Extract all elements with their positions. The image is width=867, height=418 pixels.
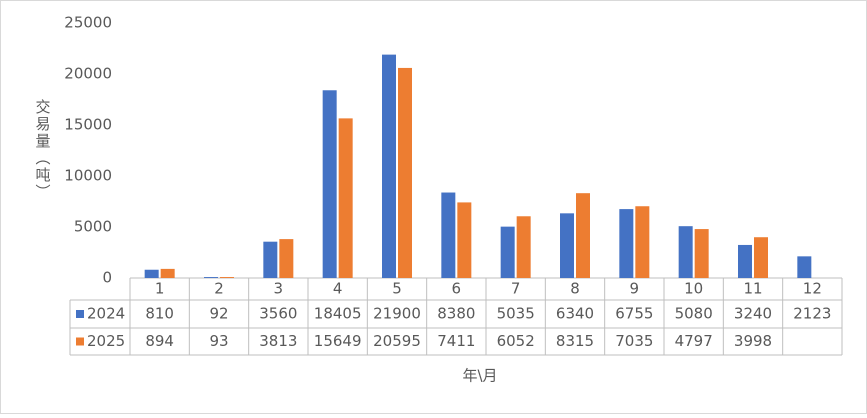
bar (204, 277, 218, 278)
bar (220, 277, 234, 278)
bar (694, 229, 709, 278)
x-tick-label: 2 (214, 280, 224, 298)
legend-key (76, 310, 84, 318)
legend-label: 2025 (87, 332, 125, 350)
bar (619, 209, 634, 278)
bar (516, 216, 531, 278)
table-value: 21900 (373, 305, 421, 323)
y-tick-label: 10000 (64, 167, 112, 185)
table-value: 3560 (259, 305, 297, 323)
bar (144, 269, 159, 278)
table-value: 810 (145, 305, 174, 323)
bar (441, 192, 456, 278)
bar (500, 226, 515, 278)
table-value: 894 (145, 332, 174, 350)
x-tick-label: 1 (155, 280, 165, 298)
x-tick-label: 8 (570, 280, 580, 298)
bar (160, 268, 175, 278)
legend-key (76, 337, 84, 346)
bar (576, 193, 590, 278)
table-value: 6340 (556, 305, 594, 323)
table-value: 8380 (437, 305, 475, 323)
bar (322, 90, 337, 278)
table-value: 4797 (675, 332, 713, 350)
table-value: 92 (209, 305, 228, 323)
table-value: 15649 (314, 332, 362, 350)
table-value: 2123 (793, 305, 831, 323)
table-value: 7411 (437, 332, 475, 350)
bar (754, 237, 768, 278)
table-value: 18405 (314, 305, 362, 323)
bar (678, 226, 693, 278)
bar (279, 239, 294, 278)
y-tick-label: 25000 (64, 14, 112, 32)
bar (797, 256, 812, 278)
table-value: 3813 (259, 332, 297, 350)
y-axis-title: 交易量（吨） (34, 98, 52, 201)
x-tick-label: 6 (452, 280, 462, 298)
table-value: 3240 (734, 305, 772, 323)
table-value: 8315 (556, 332, 594, 350)
bar (338, 118, 353, 278)
table-value: 5080 (675, 305, 713, 323)
table-value: 93 (209, 332, 228, 350)
bar (398, 67, 412, 278)
y-tick-label: 20000 (64, 65, 112, 83)
x-tick-label: 10 (684, 280, 703, 298)
bar (738, 244, 752, 278)
bar (560, 213, 574, 278)
bar (457, 202, 472, 278)
x-tick-label: 5 (392, 280, 402, 298)
x-tick-label: 12 (803, 280, 822, 298)
legend-label: 2024 (87, 305, 125, 323)
x-tick-label: 11 (743, 280, 762, 298)
y-tick-label: 0 (102, 269, 112, 287)
y-tick-label: 15000 (64, 116, 112, 134)
table-value: 7035 (615, 332, 653, 350)
table-value: 5035 (497, 305, 535, 323)
bar (635, 206, 650, 278)
x-tick-label: 4 (333, 280, 343, 298)
x-tick-label: 7 (511, 280, 521, 298)
bar (263, 241, 278, 278)
x-axis-title: 年\月 (462, 367, 497, 385)
x-tick-label: 9 (630, 280, 640, 298)
x-tick-label: 3 (274, 280, 284, 298)
table-value: 6755 (615, 305, 653, 323)
table-value: 3998 (734, 332, 772, 350)
bar (382, 54, 396, 279)
table-value: 20595 (373, 332, 421, 350)
table-value: 6052 (497, 332, 535, 350)
y-tick-label: 5000 (74, 218, 112, 236)
